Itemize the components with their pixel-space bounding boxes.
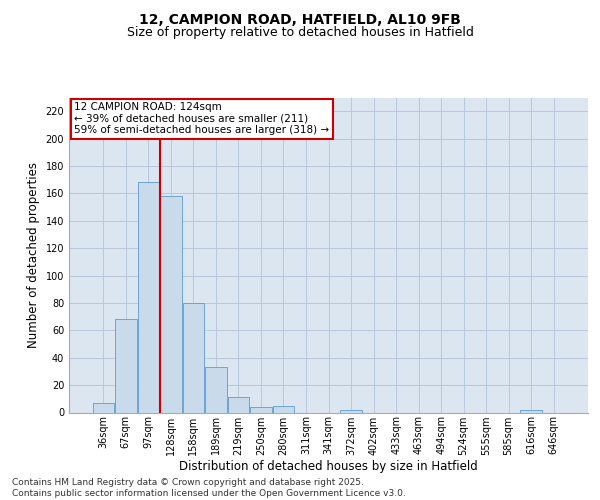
Bar bbox=[250, 407, 272, 412]
Text: Size of property relative to detached houses in Hatfield: Size of property relative to detached ho… bbox=[127, 26, 473, 39]
Y-axis label: Number of detached properties: Number of detached properties bbox=[27, 162, 40, 348]
Bar bbox=[137, 182, 159, 412]
Text: Contains HM Land Registry data © Crown copyright and database right 2025.
Contai: Contains HM Land Registry data © Crown c… bbox=[12, 478, 406, 498]
Bar bbox=[92, 403, 114, 412]
Bar bbox=[340, 410, 362, 412]
Bar bbox=[205, 368, 227, 412]
Bar bbox=[115, 320, 137, 412]
Bar bbox=[228, 398, 249, 412]
Text: 12, CAMPION ROAD, HATFIELD, AL10 9FB: 12, CAMPION ROAD, HATFIELD, AL10 9FB bbox=[139, 12, 461, 26]
Bar bbox=[273, 406, 294, 412]
Bar bbox=[182, 303, 204, 412]
X-axis label: Distribution of detached houses by size in Hatfield: Distribution of detached houses by size … bbox=[179, 460, 478, 473]
Text: 12 CAMPION ROAD: 124sqm
← 39% of detached houses are smaller (211)
59% of semi-d: 12 CAMPION ROAD: 124sqm ← 39% of detache… bbox=[74, 102, 329, 136]
Bar bbox=[160, 196, 182, 412]
Bar bbox=[520, 410, 542, 412]
